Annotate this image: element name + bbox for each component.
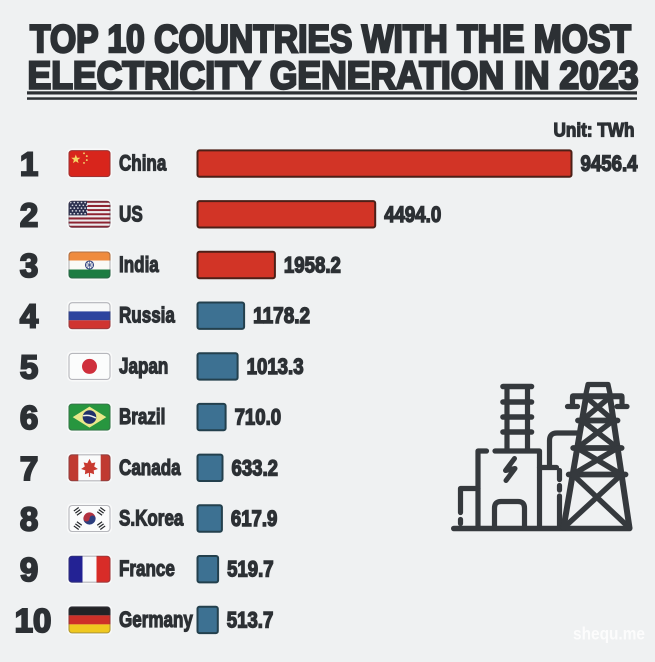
svg-text:617.9: 617.9 bbox=[231, 506, 278, 531]
svg-text:China: China bbox=[119, 151, 167, 176]
svg-text:Japan: Japan bbox=[119, 353, 168, 378]
svg-text:Unit: TWh: Unit: TWh bbox=[554, 121, 635, 142]
svg-text:519.7: 519.7 bbox=[227, 557, 274, 582]
svg-text:7: 7 bbox=[20, 450, 38, 487]
svg-text:Canada: Canada bbox=[119, 455, 181, 480]
svg-text:France: France bbox=[119, 556, 175, 581]
svg-text:Russia: Russia bbox=[119, 303, 175, 328]
svg-text:India: India bbox=[119, 252, 159, 277]
svg-text:Germany: Germany bbox=[119, 607, 193, 632]
svg-text:ELECTRICITY GENERATION IN 2023: ELECTRICITY GENERATION IN 2023 bbox=[28, 55, 639, 98]
svg-text:1013.3: 1013.3 bbox=[247, 354, 304, 379]
svg-text:shequ.me: shequ.me bbox=[573, 624, 645, 644]
svg-text:5: 5 bbox=[20, 348, 38, 385]
svg-text:1958.2: 1958.2 bbox=[284, 253, 341, 278]
svg-text:3: 3 bbox=[20, 247, 38, 284]
svg-text:S.Korea: S.Korea bbox=[119, 506, 184, 531]
svg-text:6: 6 bbox=[20, 399, 38, 436]
svg-text:4: 4 bbox=[20, 298, 39, 335]
svg-text:1: 1 bbox=[20, 146, 38, 183]
svg-text:TOP 10 COUNTRIES WITH THE MOST: TOP 10 COUNTRIES WITH THE MOST bbox=[30, 18, 631, 61]
svg-text:8: 8 bbox=[20, 501, 38, 538]
svg-text:9: 9 bbox=[20, 551, 38, 588]
svg-text:10: 10 bbox=[15, 602, 52, 639]
svg-text:633.2: 633.2 bbox=[232, 455, 279, 480]
svg-text:Brazil: Brazil bbox=[119, 404, 165, 429]
svg-text:4494.0: 4494.0 bbox=[384, 202, 441, 227]
svg-text:513.7: 513.7 bbox=[227, 607, 273, 632]
svg-text:US: US bbox=[119, 201, 143, 226]
svg-text:710.0: 710.0 bbox=[235, 405, 282, 430]
svg-text:1178.2: 1178.2 bbox=[253, 303, 310, 328]
svg-text:2: 2 bbox=[20, 196, 38, 233]
svg-text:9456.4: 9456.4 bbox=[581, 151, 639, 176]
